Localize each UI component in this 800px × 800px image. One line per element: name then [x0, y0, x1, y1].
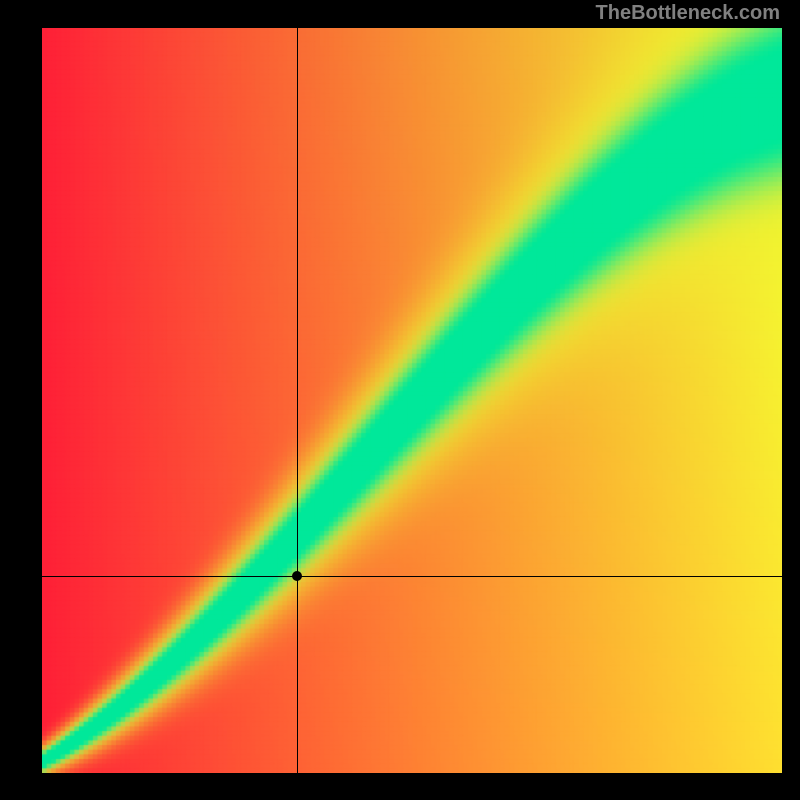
crosshair-horizontal	[42, 576, 782, 577]
watermark: TheBottleneck.com	[596, 2, 780, 25]
plot-area	[42, 28, 782, 773]
heatmap-canvas	[42, 28, 782, 773]
chart-container: { "type": "heatmap", "watermark": { "tex…	[0, 0, 800, 800]
crosshair-vertical	[297, 28, 298, 773]
crosshair-dot	[292, 571, 302, 581]
